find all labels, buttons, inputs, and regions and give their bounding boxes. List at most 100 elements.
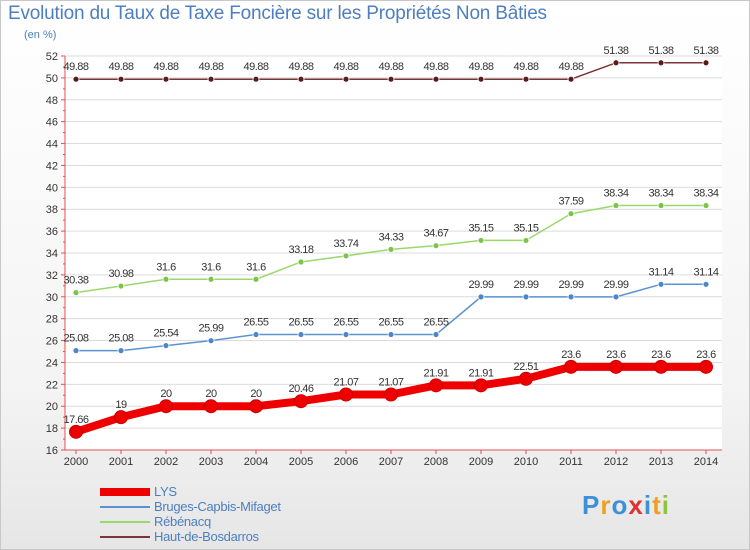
x-tick-label: 2004 <box>244 456 268 468</box>
data-label-r-b-nacq: 33.18 <box>288 244 313 256</box>
data-point-lys <box>339 387 353 402</box>
data-label-bruges-capbis-mifaget: 26.55 <box>333 317 358 329</box>
data-point-r-b-nacq <box>657 202 665 209</box>
y-tick-label: 42 <box>46 160 58 172</box>
data-point-lys <box>699 359 713 374</box>
data-label-bruges-capbis-mifaget: 26.55 <box>423 317 448 329</box>
data-label-lys: 20 <box>250 388 262 400</box>
data-point-bruges-capbis-mifaget <box>162 342 170 349</box>
legend-swatch <box>100 506 150 508</box>
legend-item-bruges: Bruges-Capbis-Mifaget <box>100 499 360 515</box>
data-label-bruges-capbis-mifaget: 26.55 <box>288 317 313 329</box>
x-tick-label: 2003 <box>199 456 223 468</box>
data-point-bruges-capbis-mifaget <box>117 347 125 355</box>
y-tick-label: 52 <box>46 51 58 63</box>
legend-label: Rébénacq <box>154 514 211 529</box>
logo-letter: P <box>582 490 601 520</box>
data-label-haut-de-bosdarros: 49.88 <box>468 61 493 73</box>
x-tick-label: 2009 <box>469 456 493 468</box>
data-label-r-b-nacq: 38.34 <box>693 188 718 200</box>
data-point-bruges-capbis-mifaget <box>387 331 395 338</box>
x-tick-label: 2012 <box>604 456 628 468</box>
data-point-haut-de-bosdarros <box>657 59 665 67</box>
data-label-lys: 22.51 <box>513 361 538 373</box>
y-tick-label: 28 <box>46 314 58 326</box>
data-point-lys <box>564 359 578 374</box>
data-point-haut-de-bosdarros <box>567 75 575 83</box>
data-point-bruges-capbis-mifaget <box>297 331 305 338</box>
data-label-bruges-capbis-mifaget: 25.08 <box>63 333 88 345</box>
data-point-r-b-nacq <box>387 245 395 253</box>
data-point-lys <box>114 410 128 425</box>
data-point-haut-de-bosdarros <box>612 59 620 67</box>
data-label-lys: 23.6 <box>561 349 581 361</box>
data-point-haut-de-bosdarros <box>117 75 125 83</box>
data-point-lys <box>294 394 308 409</box>
data-label-r-b-nacq: 31.6 <box>246 261 266 273</box>
data-point-r-b-nacq <box>522 237 530 244</box>
data-label-bruges-capbis-mifaget: 26.55 <box>378 317 403 329</box>
data-label-haut-de-bosdarros: 49.88 <box>243 61 268 73</box>
y-tick-label: 26 <box>46 336 58 348</box>
data-point-r-b-nacq <box>342 252 350 260</box>
data-point-lys <box>654 359 668 374</box>
data-point-haut-de-bosdarros <box>162 75 170 83</box>
data-label-bruges-capbis-mifaget: 26.55 <box>243 317 268 329</box>
data-point-r-b-nacq <box>162 275 170 283</box>
data-point-haut-de-bosdarros <box>387 75 395 83</box>
data-label-haut-de-bosdarros: 49.88 <box>333 61 358 73</box>
y-tick-label: 16 <box>46 445 58 457</box>
legend-swatch <box>100 536 150 538</box>
data-point-haut-de-bosdarros <box>72 75 80 83</box>
x-tick-label: 2002 <box>154 456 178 468</box>
x-tick-label: 2000 <box>64 456 88 468</box>
data-label-lys: 23.6 <box>696 349 716 361</box>
data-label-lys: 23.6 <box>606 349 626 361</box>
data-point-r-b-nacq <box>612 202 620 209</box>
x-tick-label: 2011 <box>559 456 583 468</box>
x-tick-label: 2001 <box>109 456 133 468</box>
data-label-haut-de-bosdarros: 49.88 <box>108 61 133 73</box>
y-tick-label: 24 <box>46 357 58 369</box>
logo-letter: i <box>661 490 670 520</box>
data-label-r-b-nacq: 30.98 <box>108 268 133 280</box>
logo-letter: i <box>643 490 653 520</box>
data-point-r-b-nacq <box>477 237 485 244</box>
proxiti-logo: Proxiti <box>582 490 670 521</box>
data-point-r-b-nacq <box>702 202 710 209</box>
data-point-r-b-nacq <box>567 210 575 218</box>
logo-letter: t <box>652 490 662 520</box>
legend-swatch <box>100 488 150 496</box>
data-label-r-b-nacq: 34.67 <box>423 228 448 240</box>
legend-label: LYS <box>154 484 177 499</box>
y-tick-label: 20 <box>46 401 58 413</box>
data-point-r-b-nacq <box>432 242 440 250</box>
x-tick-label: 2007 <box>379 456 403 468</box>
data-label-lys: 19 <box>115 399 127 411</box>
data-point-haut-de-bosdarros <box>522 75 530 83</box>
data-label-bruges-capbis-mifaget: 29.99 <box>558 279 583 291</box>
data-label-r-b-nacq: 33.74 <box>333 238 358 250</box>
x-tick-label: 2010 <box>514 456 538 468</box>
data-point-haut-de-bosdarros <box>252 75 260 83</box>
data-point-lys <box>609 359 623 374</box>
legend-swatch <box>100 521 150 523</box>
data-point-bruges-capbis-mifaget <box>657 280 665 288</box>
y-tick-label: 30 <box>46 292 58 304</box>
data-label-lys: 21.91 <box>468 367 493 379</box>
x-tick-label: 2008 <box>424 456 448 468</box>
logo-letter: o <box>611 490 629 520</box>
data-label-bruges-capbis-mifaget: 25.99 <box>198 323 223 335</box>
data-label-haut-de-bosdarros: 49.88 <box>378 61 403 73</box>
data-label-haut-de-bosdarros: 49.88 <box>288 61 313 73</box>
data-point-haut-de-bosdarros <box>702 59 710 67</box>
data-point-bruges-capbis-mifaget <box>252 331 260 338</box>
data-point-lys <box>474 378 488 393</box>
data-point-r-b-nacq <box>207 275 215 283</box>
data-label-lys: 21.91 <box>423 367 448 379</box>
data-label-lys: 20 <box>205 388 217 400</box>
data-point-bruges-capbis-mifaget <box>702 280 710 288</box>
data-point-r-b-nacq <box>117 282 125 290</box>
data-label-haut-de-bosdarros: 49.88 <box>558 61 583 73</box>
logo-letter: x <box>628 490 644 520</box>
